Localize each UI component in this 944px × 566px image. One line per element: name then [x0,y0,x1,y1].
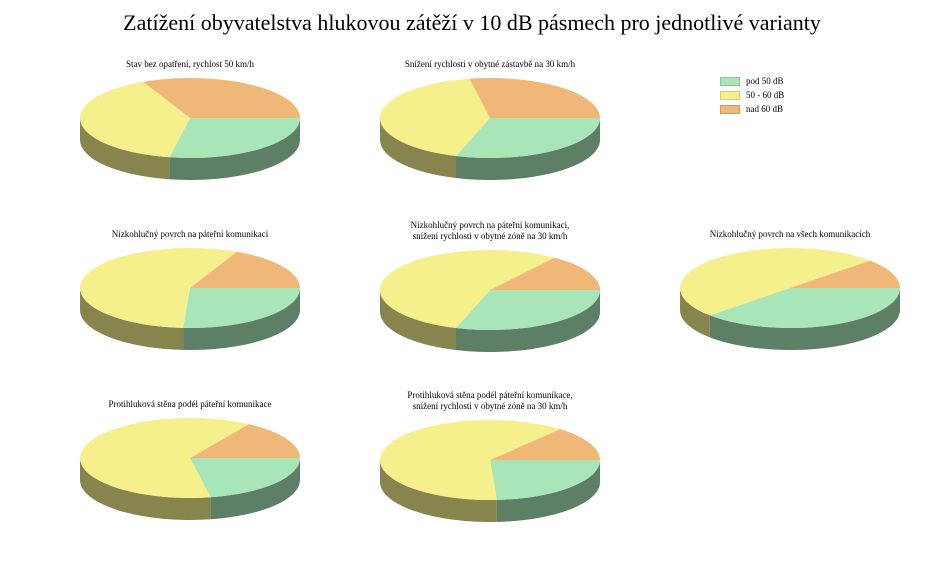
chart-cell: Snížení rychlosti v obytné zástavbě na 3… [340,50,640,184]
chart-title: Nízkohlučný povrch na páteřní komunikaci… [340,220,640,242]
chart-title: Nízkohlučný povrch na páteřní komunikaci [40,220,340,240]
legend-label: 50 - 60 dB [746,90,784,100]
chart-cell: Nízkohlučný povrch na páteřní komunikaci… [340,220,640,356]
legend-item: pod 50 dB [720,76,784,86]
pie-wrap [70,244,310,354]
chart-cell: Stav bez opatření, rychlost 50 km/h [40,50,340,184]
chart-cell: Nízkohlučný povrch na páteřní komunikaci [40,220,340,354]
pie-wrap [370,416,610,526]
legend-swatch [720,105,740,114]
pie-chart [70,244,310,354]
legend-swatch [720,91,740,100]
chart-title: Snížení rychlosti v obytné zástavbě na 3… [340,50,640,70]
pie-wrap [370,74,610,184]
pie-chart [70,414,310,524]
pie-slice-over60 [469,78,600,118]
pie-wrap [670,244,910,354]
chart-cell: Nízkohlučný povrch na všech komunikacích [640,220,940,354]
pie-chart [370,416,610,526]
legend-label: nad 60 dB [746,104,783,114]
chart-title: Stav bez opatření, rychlost 50 km/h [40,50,340,70]
pie-wrap [370,246,610,356]
chart-cell: Protihluková stěna podél páteřní komunik… [40,390,340,524]
pie-wrap [70,414,310,524]
legend-swatch [720,77,740,86]
pie-chart [70,74,310,184]
chart-title: Protihluková stěna podél páteřní komunik… [40,390,340,410]
pie-chart [370,246,610,356]
legend-item: 50 - 60 dB [720,90,784,100]
chart-cell: Protihluková stěna podél páteřní komunik… [340,390,640,526]
legend-item: nad 60 dB [720,104,784,114]
legend: pod 50 dB 50 - 60 dB nad 60 dB [720,76,784,118]
pie-chart [670,244,910,354]
pie-wrap [70,74,310,184]
chart-title: Protihluková stěna podél páteřní komunik… [340,390,640,412]
pie-chart [370,74,610,184]
legend-label: pod 50 dB [746,76,784,86]
page-title: Zatížení obyvatelstva hlukovou zátěží v … [0,0,944,36]
chart-title: Nízkohlučný povrch na všech komunikacích [640,220,940,240]
